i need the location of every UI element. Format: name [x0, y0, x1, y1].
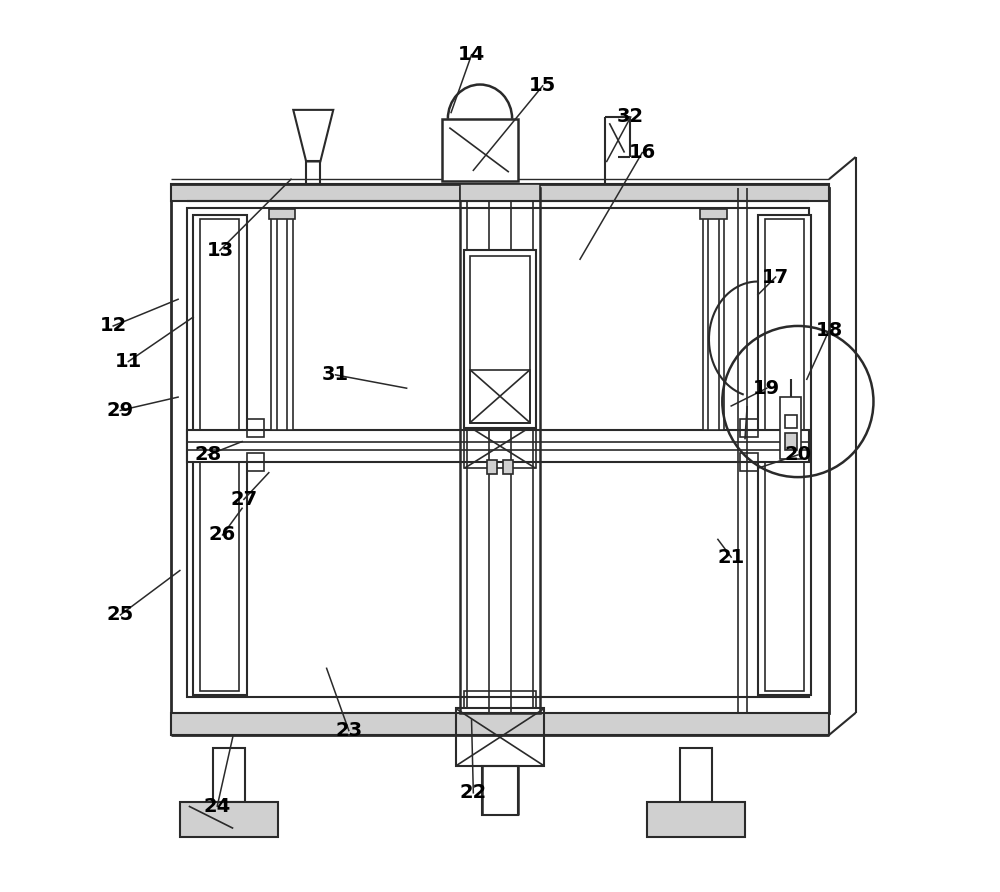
- Bar: [680, 748, 712, 802]
- Bar: [780, 397, 801, 459]
- Text: 19: 19: [753, 379, 780, 398]
- Bar: [171, 713, 829, 735]
- Text: 29: 29: [107, 401, 134, 420]
- Text: 22: 22: [460, 783, 487, 802]
- Bar: [200, 219, 239, 690]
- Bar: [785, 415, 797, 428]
- Text: 18: 18: [815, 321, 843, 340]
- Text: 14: 14: [458, 45, 485, 64]
- Bar: [740, 419, 758, 437]
- Bar: [171, 188, 829, 713]
- Text: 25: 25: [107, 606, 134, 624]
- Bar: [467, 193, 533, 708]
- Text: 31: 31: [322, 366, 349, 384]
- Text: 17: 17: [762, 268, 789, 286]
- Bar: [482, 766, 518, 815]
- Bar: [700, 209, 727, 219]
- Bar: [460, 188, 540, 713]
- Bar: [180, 802, 278, 838]
- Bar: [487, 460, 497, 475]
- Bar: [247, 419, 264, 437]
- Bar: [193, 215, 247, 695]
- Bar: [247, 453, 264, 471]
- Bar: [442, 119, 518, 181]
- Text: 23: 23: [335, 721, 362, 740]
- Text: 21: 21: [718, 548, 745, 566]
- Text: 12: 12: [100, 317, 127, 335]
- Text: 11: 11: [115, 352, 142, 371]
- Text: 15: 15: [529, 77, 556, 95]
- Text: 27: 27: [230, 490, 257, 508]
- Bar: [456, 708, 544, 766]
- Bar: [271, 217, 293, 430]
- Bar: [171, 184, 829, 202]
- Text: 16: 16: [629, 143, 656, 162]
- Bar: [703, 217, 724, 430]
- Bar: [503, 460, 513, 475]
- Bar: [785, 433, 797, 450]
- Bar: [758, 215, 811, 695]
- Bar: [740, 453, 758, 471]
- Bar: [187, 208, 809, 697]
- Bar: [213, 748, 245, 802]
- Bar: [470, 256, 530, 423]
- Text: 20: 20: [784, 445, 811, 465]
- Bar: [460, 184, 540, 202]
- Bar: [306, 161, 320, 184]
- Text: 26: 26: [209, 525, 236, 544]
- Bar: [647, 802, 745, 838]
- Bar: [470, 369, 530, 423]
- Bar: [464, 251, 536, 428]
- Bar: [269, 209, 295, 219]
- Bar: [464, 424, 536, 468]
- Bar: [187, 430, 809, 462]
- Text: 24: 24: [204, 797, 231, 815]
- Bar: [464, 690, 536, 708]
- Text: 32: 32: [617, 108, 644, 127]
- Text: 28: 28: [195, 445, 222, 465]
- Bar: [765, 219, 804, 690]
- Text: 13: 13: [206, 241, 233, 260]
